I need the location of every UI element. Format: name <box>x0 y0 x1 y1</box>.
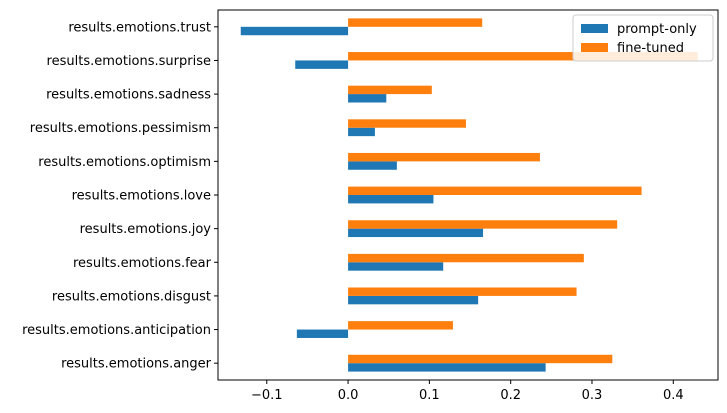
x-tick-label: 0.3 <box>582 388 603 403</box>
y-tick-label: results.emotions.love <box>72 189 211 204</box>
legend-swatch-fine-tuned <box>581 43 608 52</box>
x-tick-label: 0.2 <box>500 388 521 403</box>
y-tick-label: results.emotions.anger <box>61 357 212 372</box>
x-tick-label: 0.0 <box>338 388 359 403</box>
bar-fine-tuned <box>348 253 584 263</box>
bar-fine-tuned <box>348 220 618 229</box>
bar-prompt-only <box>348 161 397 170</box>
bar-fine-tuned <box>348 321 453 330</box>
plot-frame <box>217 9 719 381</box>
bar-prompt-only <box>296 329 349 338</box>
y-tick-label: results.emotions.surprise <box>47 54 211 69</box>
y-tick-label: results.emotions.joy <box>80 222 212 237</box>
bar-prompt-only <box>348 262 444 271</box>
y-axis: results.emotions.anger results.emotions.a… <box>22 20 218 372</box>
x-tick-label: 0.1 <box>419 388 440 403</box>
bar-fine-tuned <box>348 85 432 95</box>
bar-fine-tuned <box>348 152 540 162</box>
bar-prompt-only <box>348 195 434 204</box>
legend-swatch-prompt-only <box>581 24 608 33</box>
bar-prompt-only <box>348 363 546 372</box>
y-tick-label: results.emotions.optimism <box>38 155 211 170</box>
y-tick-label: results.emotions.pessimism <box>30 121 211 136</box>
y-tick-label: results.emotions.anticipation <box>22 323 211 338</box>
bar-prompt-only <box>348 295 479 305</box>
legend-label-prompt-only: prompt-only <box>617 22 697 37</box>
x-tick-label: 0.4 <box>663 388 684 403</box>
bar-fine-tuned <box>348 119 466 128</box>
bar-prompt-only <box>348 228 484 238</box>
bar-fine-tuned <box>348 18 483 27</box>
bar-prompt-only <box>295 60 349 69</box>
bar-prompt-only <box>348 127 375 137</box>
x-tick-label: −0.1 <box>251 388 283 403</box>
x-axis: −0.1 0.0 0.1 0.2 0.3 0.4 <box>251 380 684 403</box>
bars <box>240 18 698 372</box>
bar-prompt-only <box>240 26 349 36</box>
y-tick-label: results.emotions.trust <box>68 20 211 35</box>
legend-label-fine-tuned: fine-tuned <box>617 41 684 56</box>
y-tick-label: results.emotions.sadness <box>46 88 211 103</box>
legend: prompt-only fine-tuned <box>572 14 714 62</box>
bar-fine-tuned <box>348 186 642 195</box>
bar-fine-tuned <box>348 354 613 364</box>
y-tick-label: results.emotions.disgust <box>52 289 211 304</box>
y-tick-label: results.emotions.fear <box>73 256 212 271</box>
bar-fine-tuned <box>348 52 698 61</box>
bar-fine-tuned <box>348 287 577 296</box>
bar-prompt-only <box>348 94 387 103</box>
